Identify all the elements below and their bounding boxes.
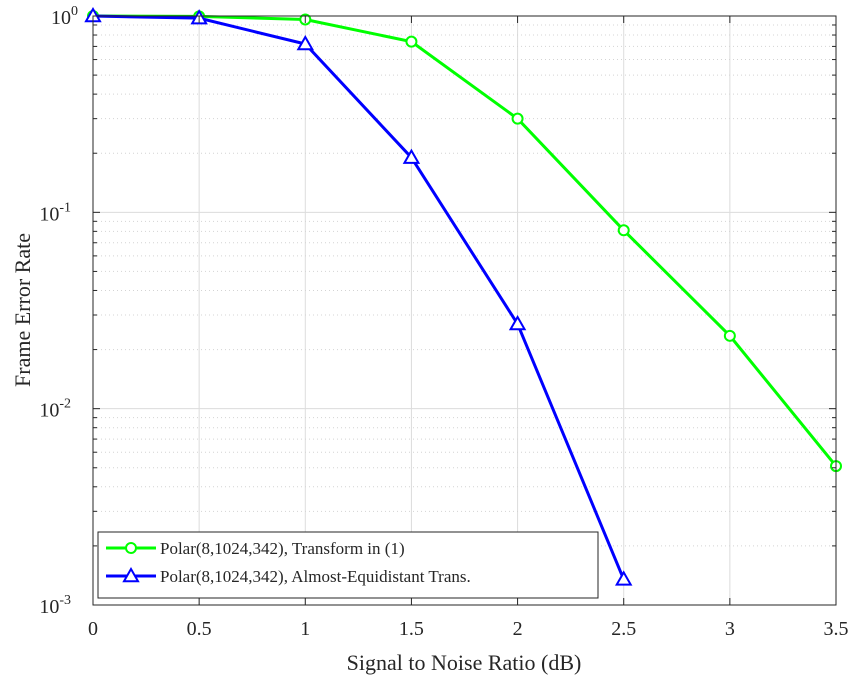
data-point [511,112,524,125]
data-point [125,542,137,554]
data-point [508,314,527,331]
legend-entry: Polar(8,1024,342), Almost-Equidistant Tr… [106,566,471,586]
x-tick-label: 1.5 [399,618,424,640]
data-point [296,34,315,51]
y-axis-label: Frame Error Rate [10,233,35,387]
plot-background [93,16,836,605]
legend-box [97,531,599,599]
x-axis-label: Signal to Noise Ratio (dB) [347,650,582,675]
series-line [92,14,626,580]
data-point [122,566,140,583]
x-tick-label: 3.5 [824,618,849,640]
series-layer [84,6,842,586]
legend-entry: Polar(8,1024,342), Transform in (1) [106,539,405,558]
series-triangle [84,6,633,586]
x-tick-label: 3 [725,618,735,640]
x-tick-labels: 0 0.5 1 1.5 2 2.5 3 3.5 [88,618,849,640]
x-tick-label: 0 [88,618,98,640]
legend-label: Polar(8,1024,342), Transform in (1) [160,539,405,558]
x-tick-label: 0.5 [187,618,212,640]
legend: Polar(8,1024,342), Transform in (1) Polar… [97,531,599,599]
y-tick-label: 10-2 [39,397,71,422]
series-line [92,14,838,468]
data-point [614,570,633,586]
legend-label: Polar(8,1024,342), Almost-Equidistant Tr… [160,567,471,586]
x-tick-label: 2.5 [611,618,636,640]
plot-frame [92,15,837,606]
y-tick-labels: 100 10-1 10-2 10-3 [39,4,78,618]
x-tick-label: 2 [513,618,523,640]
y-tick-label: 10-3 [39,593,71,618]
data-point [402,148,421,164]
data-point [405,35,418,48]
x-tick-label: 1 [300,618,310,640]
y-tick-label: 100 [51,4,78,29]
axis-ticks [92,15,837,606]
data-point [617,224,630,237]
data-point [723,329,736,342]
y-tick-label: 10-1 [39,200,71,225]
